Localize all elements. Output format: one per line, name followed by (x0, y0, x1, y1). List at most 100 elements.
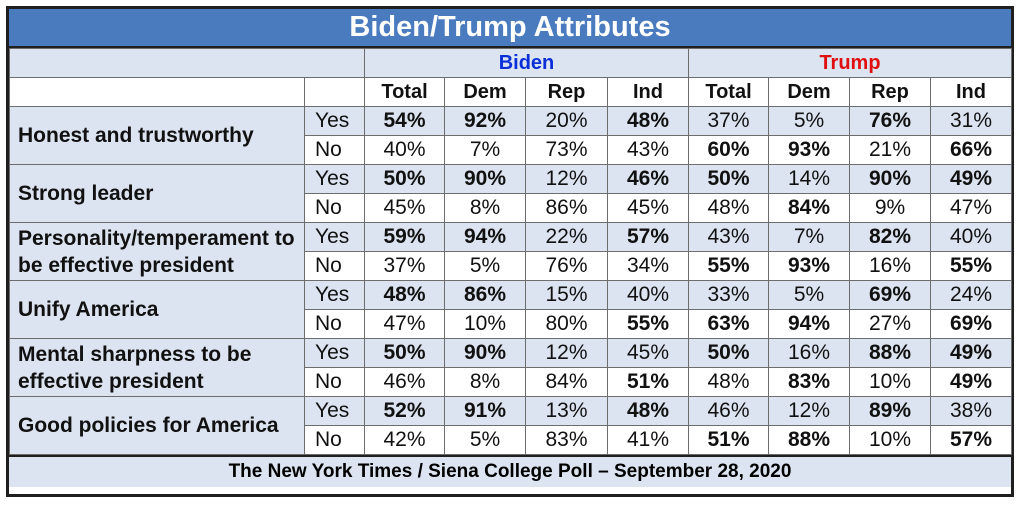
table-row: No 42% 5% 83% 41% 51% 88% 10% 57% (10, 425, 1012, 455)
blank-header-cell (9, 77, 305, 107)
column-header-ind: Ind (607, 77, 689, 107)
column-header-dem: Dem (444, 77, 526, 107)
response-label: No (304, 425, 365, 455)
table-row: No 47% 10% 80% 55% 63% 94% 27% 69% (10, 309, 1012, 339)
value-cell: 94% (768, 309, 850, 339)
value-cell: 52% (364, 396, 445, 426)
response-label: Yes (304, 396, 365, 426)
value-cell: 48% (688, 193, 769, 223)
value-cell: 69% (930, 309, 1012, 339)
value-cell: 90% (444, 164, 526, 194)
value-cell: 24% (930, 280, 1012, 310)
table-row: No 37% 5% 76% 34% 55% 93% 16% 55% (10, 251, 1012, 281)
value-cell: 92% (444, 106, 526, 136)
response-label: Yes (304, 222, 365, 252)
value-cell: 12% (768, 396, 850, 426)
value-cell: 40% (930, 222, 1012, 252)
group-header-row: Biden Trump (9, 48, 1012, 78)
value-cell: 37% (364, 251, 445, 281)
attribute-label: Mental sharpness to be effective preside… (9, 338, 305, 397)
response-label: No (304, 193, 365, 223)
value-cell: 16% (768, 338, 850, 368)
value-cell: 46% (688, 396, 769, 426)
value-cell: 55% (930, 251, 1012, 281)
table-row: Unify America Yes 48% 86% 15% 40% 33% 5% 69% 24% (9, 280, 1012, 339)
value-cell: 51% (688, 425, 769, 455)
attribute-label: Personality/temperament to be effective … (9, 222, 305, 281)
response-label: No (304, 251, 365, 281)
value-cell: 45% (364, 193, 445, 223)
value-cell: 46% (364, 367, 445, 397)
value-cell: 37% (688, 106, 769, 136)
value-cell: 57% (930, 425, 1012, 455)
value-cell: 41% (607, 425, 689, 455)
value-cell: 94% (444, 222, 526, 252)
value-cell: 69% (849, 280, 931, 310)
value-cell: 7% (444, 135, 526, 165)
value-cell: 50% (364, 338, 445, 368)
table-row: Honest and trustworthy Yes 54% 92% 20% 48% 37%… (9, 106, 1012, 165)
value-cell: 8% (444, 193, 526, 223)
value-cell: 50% (364, 164, 445, 194)
response-label: Yes (304, 338, 365, 368)
source-footer: The New York Times / Siena College Poll … (9, 455, 1011, 487)
value-cell: 73% (525, 135, 608, 165)
value-cell: 84% (768, 193, 850, 223)
response-label: No (304, 135, 365, 165)
attribute-label: Good policies for America (9, 396, 305, 455)
attributes-table: Biden Trump Total Dem Rep Ind Total Dem Rep Ind Ho… (9, 48, 1012, 455)
value-cell: 12% (525, 164, 608, 194)
value-cell: 10% (444, 309, 526, 339)
attribute-label: Unify America (9, 280, 305, 339)
value-cell: 91% (444, 396, 526, 426)
response-label: No (304, 367, 365, 397)
attribute-label: Honest and trustworthy (9, 106, 305, 165)
table-row: Personality/temperament to be effective … (9, 222, 1012, 281)
value-cell: 86% (525, 193, 608, 223)
column-header-ind: Ind (930, 77, 1012, 107)
value-cell: 45% (607, 338, 689, 368)
value-cell: 27% (849, 309, 931, 339)
value-cell: 5% (768, 280, 850, 310)
value-cell: 14% (768, 164, 850, 194)
value-cell: 83% (525, 425, 608, 455)
table-row: No 46% 8% 84% 51% 48% 83% 10% 49% (10, 367, 1012, 397)
value-cell: 90% (444, 338, 526, 368)
column-header-total: Total (688, 77, 769, 107)
column-header-total: Total (364, 77, 445, 107)
blank-header-cell (304, 77, 365, 107)
value-cell: 43% (607, 135, 689, 165)
value-cell: 86% (444, 280, 526, 310)
value-cell: 33% (688, 280, 769, 310)
value-cell: 8% (444, 367, 526, 397)
column-header-row: Total Dem Rep Ind Total Dem Rep Ind (9, 77, 1012, 107)
value-cell: 82% (849, 222, 931, 252)
value-cell: 90% (849, 164, 931, 194)
value-cell: 45% (607, 193, 689, 223)
value-cell: 7% (768, 222, 850, 252)
value-cell: 59% (364, 222, 445, 252)
value-cell: 34% (607, 251, 689, 281)
table-title: Biden/Trump Attributes (9, 9, 1011, 48)
value-cell: 10% (849, 425, 931, 455)
value-cell: 9% (849, 193, 931, 223)
value-cell: 49% (930, 338, 1012, 368)
value-cell: 89% (849, 396, 931, 426)
group-header-biden: Biden (364, 48, 689, 78)
value-cell: 48% (607, 106, 689, 136)
value-cell: 5% (768, 106, 850, 136)
value-cell: 60% (688, 135, 769, 165)
value-cell: 38% (930, 396, 1012, 426)
value-cell: 88% (768, 425, 850, 455)
response-label: Yes (304, 164, 365, 194)
value-cell: 55% (688, 251, 769, 281)
table-row: No 45% 8% 86% 45% 48% 84% 9% 47% (10, 193, 1012, 223)
value-cell: 57% (607, 222, 689, 252)
value-cell: 20% (525, 106, 608, 136)
column-header-rep: Rep (525, 77, 608, 107)
table-row: Mental sharpness to be effective preside… (9, 338, 1012, 397)
response-label: Yes (304, 280, 365, 310)
value-cell: 76% (849, 106, 931, 136)
value-cell: 50% (688, 164, 769, 194)
table-row: No 40% 7% 73% 43% 60% 93% 21% 66% (10, 135, 1012, 165)
